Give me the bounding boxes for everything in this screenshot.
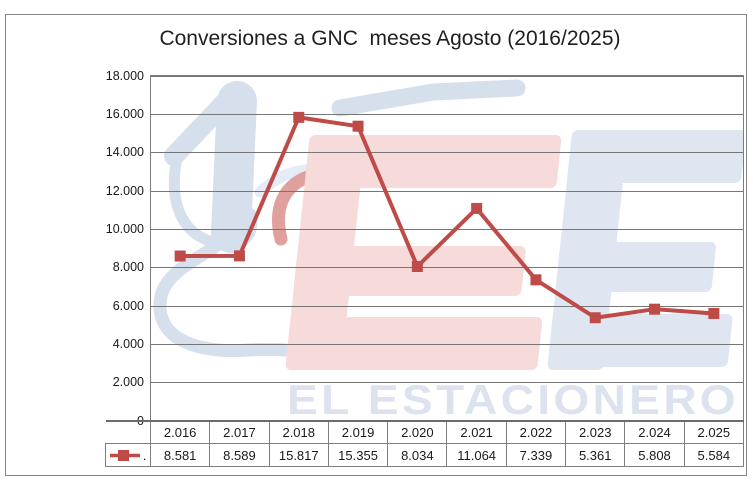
value-cell: 5.361	[565, 443, 626, 467]
year-cell: 2.023	[565, 420, 626, 444]
value-cell: 8.581	[149, 443, 211, 467]
value-cell: 11.064	[446, 443, 507, 467]
watermark: EL ESTACIONERO	[153, 79, 744, 423]
legend-series-label: .	[142, 447, 147, 463]
data-point-marker	[411, 261, 423, 273]
value-cell: 8.034	[387, 443, 448, 467]
year-cell: 2.016	[149, 420, 211, 444]
data-point-marker	[174, 250, 186, 262]
data-table: 2.016 2.017 2.018 2.019 2.020 2.021 2.022 2.023…	[105, 420, 744, 467]
chart-title: Conversiones a GNC meses Agosto (2016/20…	[159, 27, 621, 50]
data-point-marker	[649, 303, 661, 315]
value-cell: 5.808	[624, 443, 685, 467]
logo-letter-e-blue	[547, 130, 744, 370]
table-corner-cell	[105, 420, 151, 444]
data-point-marker	[293, 111, 305, 123]
data-point-marker	[352, 120, 364, 132]
legend-series-marker-icon	[109, 449, 140, 461]
value-cell: 8.589	[209, 443, 270, 467]
year-cell: 2.024	[624, 420, 685, 444]
value-cell: 7.339	[505, 443, 567, 467]
y-axis-label: 12.000	[105, 183, 144, 198]
legend-key-cell: .	[105, 443, 151, 467]
y-axis-label: 8.000	[112, 260, 144, 275]
year-cell: 2.018	[268, 420, 329, 444]
data-point-marker	[530, 274, 542, 286]
year-cell: 2.022	[505, 420, 567, 444]
year-cell: 2.025	[683, 420, 744, 444]
year-cell: 2.019	[327, 420, 389, 444]
y-axis-label: 6.000	[112, 298, 144, 313]
logo-letter-e-pink	[285, 135, 562, 370]
y-axis-label: 2.000	[112, 375, 144, 390]
value-cell: 15.817	[268, 443, 329, 467]
watermark-text: EL ESTACIONERO	[287, 376, 739, 423]
value-cell: 5.584	[683, 443, 744, 467]
year-cell: 2.017	[209, 420, 270, 444]
data-point-marker	[589, 312, 601, 324]
series-line	[180, 115, 714, 320]
data-point-marker	[471, 202, 483, 214]
data-point-marker	[708, 307, 720, 319]
y-axis-label: 4.000	[112, 336, 144, 351]
y-axis-label: 14.000	[105, 145, 144, 160]
data-point-marker	[233, 250, 245, 262]
y-axis-label: 16.000	[105, 106, 144, 121]
year-cell: 2.020	[387, 420, 448, 444]
y-axis-label: 10.000	[105, 221, 144, 236]
year-cell: 2.021	[446, 420, 507, 444]
y-axis-label: 18.000	[105, 68, 144, 83]
value-cell: 15.355	[327, 443, 389, 467]
